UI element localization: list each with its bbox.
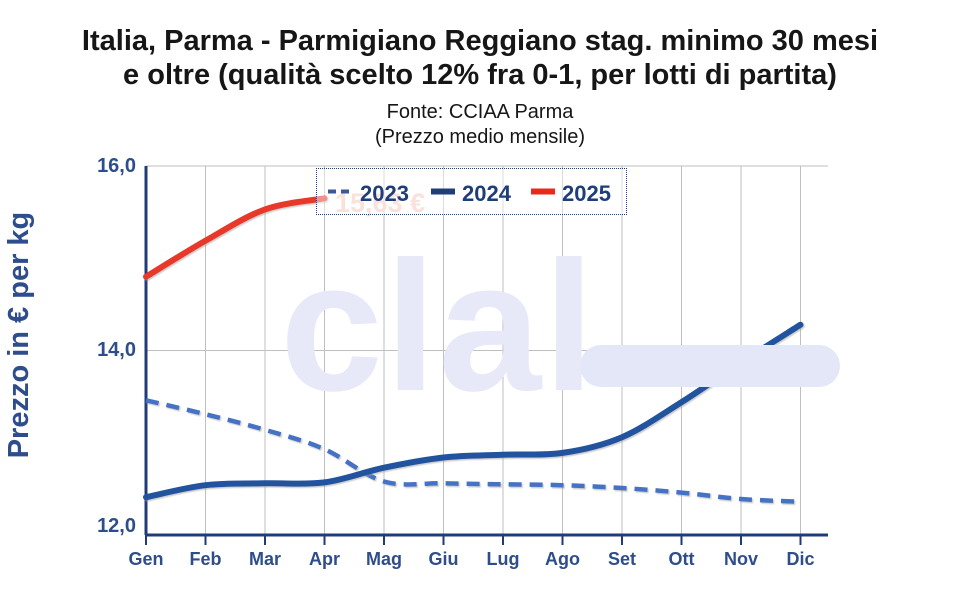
- svg-text:2024: 2024: [462, 181, 512, 206]
- svg-text:2023: 2023: [360, 181, 409, 206]
- svg-text:clal: clal: [280, 224, 597, 405]
- svg-text:2025: 2025: [562, 181, 611, 206]
